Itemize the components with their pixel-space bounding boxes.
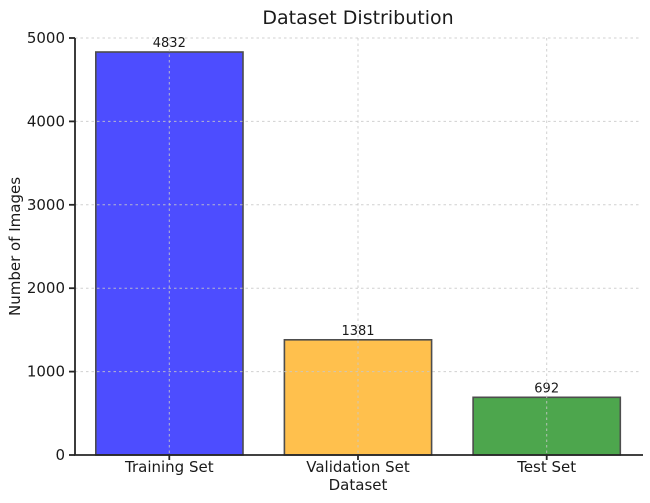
chart-title: Dataset Distribution (262, 7, 453, 29)
bar-value-label: 4832 (153, 36, 186, 51)
bar-value-label: 692 (534, 381, 559, 396)
x-tick-label: Validation Set (306, 458, 410, 476)
y-tick-label: 5000 (27, 29, 65, 47)
y-tick-label: 3000 (27, 196, 65, 214)
bar-value-label: 1381 (341, 324, 374, 339)
x-tick-label: Test Set (516, 458, 576, 476)
y-tick-label: 2000 (27, 279, 65, 297)
x-axis-label: Dataset (329, 476, 388, 494)
x-tick-label: Training Set (124, 458, 214, 476)
y-tick-label: 0 (55, 446, 65, 464)
y-axis-label: Number of Images (6, 177, 24, 316)
y-tick-label: 1000 (27, 363, 65, 381)
y-tick-label: 4000 (27, 112, 65, 130)
